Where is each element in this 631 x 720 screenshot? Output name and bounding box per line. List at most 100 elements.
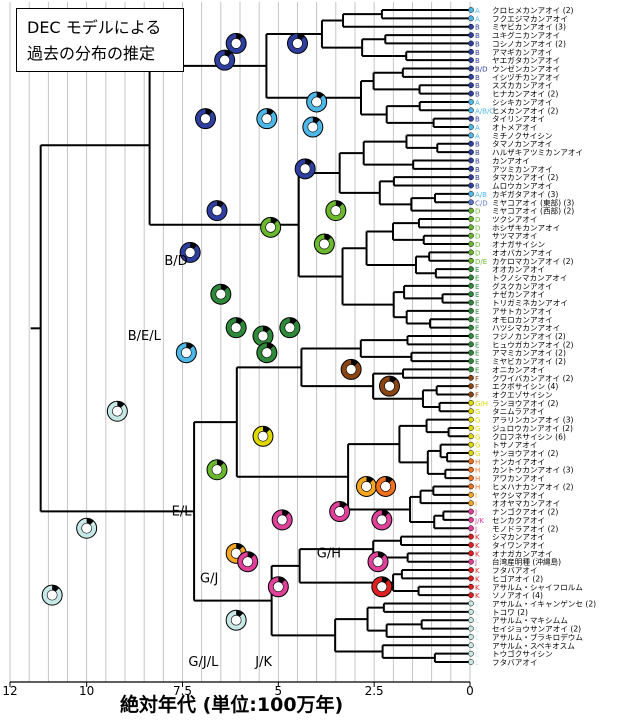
tip-marker [468, 207, 474, 214]
tip-species-name: ハツシマカンアオイ [492, 324, 560, 333]
tip-range-code: B [475, 49, 480, 57]
tip-range-code: H [475, 483, 480, 491]
tip-marker [468, 115, 474, 122]
tip-species-name: クロフネサイシン (6) [492, 432, 566, 441]
tip-species-name: アマギカンアオイ [492, 48, 553, 57]
tip-range-code: J [474, 559, 477, 567]
range-pie-center [292, 38, 303, 49]
tip-species-name: フクエジマカンアオイ [492, 14, 568, 23]
tip-range-code: H [475, 458, 480, 466]
range-pie-center [330, 205, 342, 216]
tip-range-code: B [475, 91, 480, 99]
tip-marker [468, 542, 474, 548]
tip-species-name: 台湾産明種 (沖縄島) [492, 557, 561, 567]
tip-range-code: B [475, 141, 480, 149]
tip-marker [468, 308, 474, 314]
axis-tick-label: 0 [466, 684, 474, 698]
tip-range-code: F [475, 392, 479, 400]
tip-species-name: ユキグニカンアオイ [492, 30, 560, 40]
range-pie-center [215, 288, 227, 300]
node-label: G/J/L [188, 655, 219, 670]
tip-marker [468, 383, 474, 390]
age-grid-lines [9, 2, 471, 682]
tip-marker [468, 433, 474, 440]
tip-marker [468, 483, 474, 490]
tip-range-code: L [475, 617, 479, 625]
tip-species-name: エクボサイシン (4) [492, 382, 558, 391]
tip-marker [468, 416, 474, 423]
range-pie-center [200, 113, 211, 124]
tip-marker [468, 517, 474, 523]
tip-species-name: トサノアオイ [492, 441, 537, 450]
tip-marker [468, 650, 474, 657]
tip-species-name: トクノシマカンアオイ [492, 273, 567, 282]
tip-species-name: センカクアオイ [492, 516, 545, 525]
tip-range-code: E [475, 283, 479, 291]
tip-species-name: トコワ (2) [492, 608, 528, 617]
tip-range-code: B [475, 57, 480, 65]
tip-range-code: A [475, 124, 480, 132]
range-pie-center [257, 431, 269, 442]
range-pie-center [184, 247, 196, 258]
tip-marker [468, 191, 474, 197]
range-pie-center [345, 364, 357, 375]
range-pie-center [361, 481, 372, 492]
tip-species-name: フジノカンアオイ (2) [492, 332, 566, 341]
tip-range-code: D [475, 241, 480, 249]
tip-marker [468, 366, 474, 373]
tip-species-name: シマカンアオイ [492, 533, 545, 542]
tip-range-code: B/D [475, 66, 488, 74]
ancestral-range-pies [41, 32, 400, 631]
tip-range-code: E [475, 300, 479, 308]
axis-title: 絶対年代 (単位:100万年) [120, 694, 344, 716]
tip-species-name: ミヤコアオイ (西部) (2) [492, 206, 574, 216]
tip-range-code: K [475, 542, 480, 550]
range-pie-center [319, 238, 330, 250]
tip-species-name: ソノアオイ (4) [492, 591, 543, 600]
tip-range-code: I [475, 492, 477, 500]
tip-marker [468, 441, 474, 448]
tip-range-code: B [475, 24, 480, 32]
tip-marker [468, 216, 474, 222]
tip-species-name: アサルム・ブラキロデウム [492, 632, 583, 642]
tip-marker [468, 232, 474, 239]
tip-range-code: E [475, 358, 479, 366]
node-label: G/J [200, 571, 218, 586]
tip-range-code: B [475, 40, 480, 48]
tip-marker [468, 299, 474, 306]
tip-range-code: D [475, 249, 480, 257]
tip-range-code: G [475, 425, 480, 433]
range-pie-center [284, 322, 296, 333]
tip-range-code: A/B [475, 191, 487, 199]
tip-species-name: ヒメハナカンアオイ (2) [492, 482, 574, 491]
tip-species-name: オニカンアオイ [492, 365, 545, 374]
range-pie-center [257, 330, 269, 342]
tip-range-code: I [475, 500, 477, 508]
tip-range-code: J [474, 509, 477, 517]
tip-range-code: B [475, 174, 480, 182]
tip-marker [468, 567, 474, 573]
tip-marker [468, 533, 474, 540]
tip-species-name: オトメアオイ [492, 123, 538, 132]
tip-species-name: サンヨウアオイ (2) [492, 449, 558, 458]
tip-species-name: アサトカンアオイ [492, 307, 553, 316]
tip-marker [468, 224, 474, 231]
tip-range-code: F [475, 383, 479, 391]
node-label: B/D [164, 254, 187, 269]
tip-species-name: ヒメカンアオイ (2) [492, 106, 558, 115]
range-pie-center [81, 522, 92, 534]
tip-range-code: D [475, 216, 480, 224]
axis-tick-label: 7.5 [173, 684, 192, 698]
axis-tick-label: 5 [275, 684, 283, 698]
tip-range-code: G [475, 417, 480, 425]
tip-marker [468, 391, 474, 398]
node-label: E/L [172, 505, 193, 520]
tip-species-name: オナガサイシン [492, 239, 545, 249]
node-label: B/E/L [128, 329, 162, 344]
range-pie-center [380, 481, 391, 492]
tip-marker [468, 316, 474, 323]
tip-species-name: ヤクシマアオイ [492, 491, 545, 500]
tip-marker [468, 400, 474, 406]
range-pie-center [261, 347, 273, 359]
